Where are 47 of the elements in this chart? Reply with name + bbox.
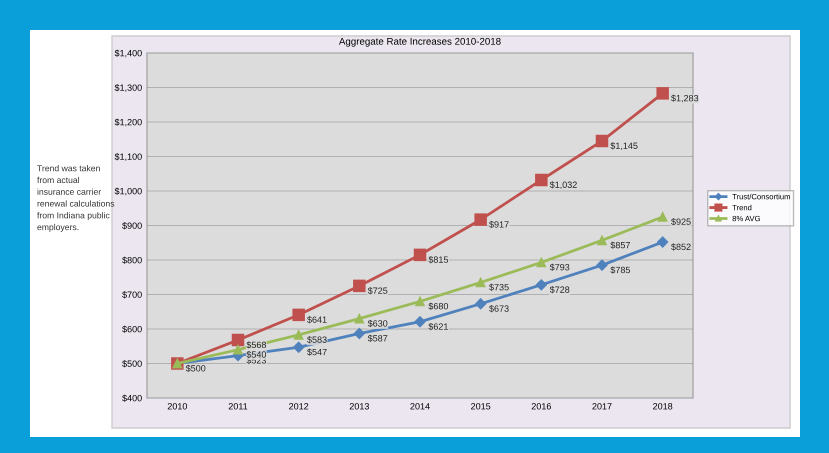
- data-label: $1,032: [550, 181, 577, 190]
- x-tick-label: 2014: [410, 403, 430, 410]
- data-label: $568: [246, 341, 266, 349]
- data-label: $735: [489, 284, 509, 291]
- x-tick-label: 2010: [168, 403, 188, 410]
- data-label: $641: [307, 316, 327, 324]
- data-label: $725: [368, 287, 388, 294]
- y-tick-label: $600: [122, 326, 142, 333]
- data-label: $1,145: [610, 142, 638, 150]
- y-tick-label: $1,000: [114, 188, 142, 196]
- y-tick-label: $1,100: [114, 153, 142, 161]
- y-tick-label: $1,300: [114, 84, 142, 92]
- data-label: $621: [428, 322, 448, 330]
- data-label: $815: [428, 256, 448, 264]
- data-label: $857: [610, 242, 630, 249]
- data-label: $785: [610, 266, 630, 274]
- y-tick-label: $400: [122, 394, 142, 402]
- y-tick-label: $900: [122, 222, 142, 230]
- y-tick-label: $800: [122, 256, 142, 264]
- y-tick-label: $500: [122, 360, 142, 368]
- chart-title: Aggregate Rate Increases 2010-2018: [338, 38, 501, 47]
- y-tick-label: $1,400: [114, 50, 142, 58]
- data-label: $793: [550, 264, 570, 271]
- data-label: $630: [368, 320, 388, 328]
- data-label: $673: [489, 305, 509, 312]
- y-tick-label: $700: [122, 291, 142, 298]
- data-label: $1,283: [671, 94, 698, 102]
- x-tick-label: 2018: [653, 403, 672, 410]
- x-tick-label: 2017: [592, 403, 612, 410]
- x-tick-label: 2013: [350, 403, 369, 410]
- data-label: $583: [307, 336, 327, 344]
- data-label: $587: [368, 334, 388, 342]
- data-label: $925: [671, 218, 691, 226]
- data-label: $540: [246, 350, 266, 358]
- y-tick-label: $1,200: [114, 118, 142, 126]
- data-label: $917: [489, 220, 509, 228]
- data-label: $728: [550, 286, 570, 294]
- x-tick-label: 2012: [289, 403, 308, 410]
- data-label: $680: [428, 302, 448, 310]
- data-label: $547: [307, 348, 327, 356]
- data-label: $852: [671, 243, 691, 251]
- x-tick-label: 2015: [471, 403, 490, 410]
- text: Trend was taken from actual insurance carrier renewal calculations from Indiana public employers.: [37, 165, 114, 232]
- data-label: $500: [186, 364, 206, 372]
- x-tick-label: 2016: [532, 403, 551, 410]
- x-tick-label: 2011: [228, 403, 248, 410]
- data-label: $523: [246, 356, 266, 364]
